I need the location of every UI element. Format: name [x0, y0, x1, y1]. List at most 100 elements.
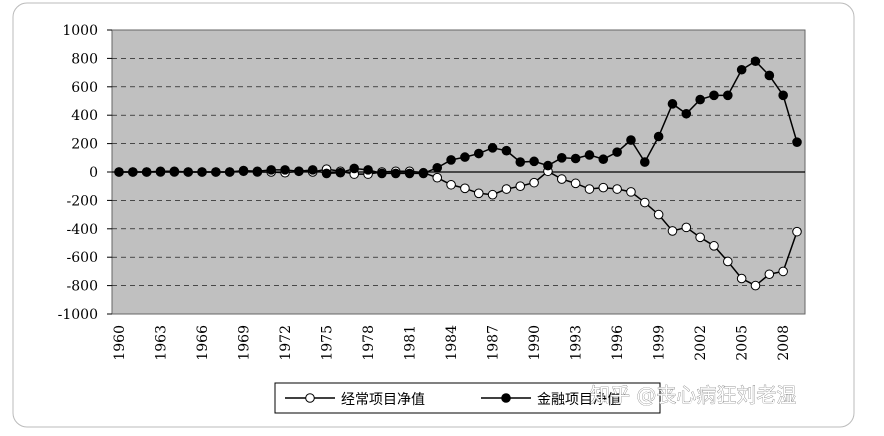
- point: [612, 147, 622, 157]
- point: [653, 131, 664, 142]
- point: [626, 187, 636, 197]
- x-tick-label: 2008: [776, 325, 792, 361]
- x-tick-label: 1993: [569, 325, 585, 361]
- point: [723, 90, 733, 101]
- point: [363, 165, 373, 175]
- point: [667, 99, 678, 109]
- point: [446, 179, 456, 190]
- legend-label: 经常项目净值: [341, 392, 425, 408]
- point: [252, 166, 263, 177]
- point: [294, 166, 304, 177]
- point: [543, 160, 553, 171]
- y-tick-label: -200: [67, 193, 98, 209]
- x-tick-label: 1999: [652, 325, 668, 361]
- point: [764, 269, 775, 280]
- point: [404, 168, 415, 179]
- point: [667, 226, 678, 236]
- point: [432, 172, 443, 183]
- point: [280, 165, 290, 175]
- point: [556, 153, 567, 163]
- legend-box: [274, 382, 661, 414]
- x-tick-label: 2005: [735, 325, 751, 361]
- y-tick-label: -600: [67, 250, 98, 266]
- point: [736, 273, 747, 284]
- x-tick-label: 1960: [112, 325, 128, 361]
- point: [584, 184, 595, 194]
- y-tick-label: -800: [67, 279, 98, 295]
- x-tick-label: 1966: [195, 325, 211, 361]
- point: [515, 181, 526, 191]
- point: [390, 168, 401, 179]
- point: [238, 165, 249, 176]
- point: [723, 256, 733, 267]
- x-tick-label: 1972: [278, 325, 294, 361]
- y-tick-label: -400: [67, 222, 98, 238]
- point: [695, 232, 705, 243]
- point: [349, 163, 360, 174]
- point: [460, 152, 470, 162]
- legend-marker: [305, 393, 315, 403]
- x-tick-label: 1981: [403, 325, 419, 361]
- point: [736, 64, 747, 75]
- point: [792, 137, 802, 147]
- point: [487, 189, 498, 200]
- point: [307, 165, 318, 175]
- point: [681, 108, 692, 119]
- point: [183, 167, 193, 177]
- point: [695, 94, 705, 105]
- point: [750, 280, 761, 291]
- x-tick-label: 2002: [693, 325, 709, 361]
- legend-marker: [501, 393, 511, 403]
- point: [570, 178, 581, 189]
- point: [653, 209, 664, 220]
- point: [432, 162, 443, 173]
- point: [778, 266, 788, 277]
- point: [501, 145, 512, 156]
- x-tick-label: 1990: [527, 325, 543, 361]
- point: [169, 167, 180, 177]
- y-tick-label: 800: [71, 51, 98, 67]
- point: [570, 153, 581, 164]
- point: [114, 167, 124, 177]
- point: [473, 188, 484, 199]
- point: [501, 184, 512, 194]
- legend-label: 金融项目净值: [537, 392, 621, 408]
- y-tick-label: 600: [71, 80, 98, 96]
- point: [598, 182, 609, 193]
- point: [778, 90, 788, 101]
- point: [473, 148, 484, 159]
- point: [155, 167, 166, 177]
- point: [598, 154, 609, 165]
- point: [321, 168, 332, 179]
- point: [211, 167, 221, 177]
- x-tick-label: 1963: [154, 325, 170, 361]
- point: [639, 157, 650, 167]
- x-tick-label: 1978: [361, 325, 377, 361]
- point: [141, 167, 152, 177]
- y-tick-label: 400: [71, 108, 98, 124]
- point: [515, 157, 526, 167]
- y-tick-label: -1000: [58, 307, 98, 323]
- frame: [12, 2, 855, 428]
- y-tick-label: 1000: [62, 23, 98, 39]
- point: [266, 165, 277, 175]
- point: [418, 168, 429, 179]
- point: [224, 167, 235, 177]
- x-tick-label: 1996: [610, 325, 626, 361]
- point: [612, 184, 622, 194]
- point: [529, 156, 539, 167]
- x-tick-label: 1984: [444, 325, 460, 361]
- point: [709, 90, 719, 101]
- point: [750, 56, 761, 67]
- point: [377, 168, 387, 179]
- point: [764, 70, 775, 81]
- point: [709, 241, 719, 251]
- y-tick-label: 200: [71, 137, 98, 153]
- point: [626, 135, 636, 145]
- point: [335, 167, 346, 178]
- point: [639, 197, 650, 208]
- x-tick-label: 1987: [486, 325, 502, 361]
- x-tick-label: 1969: [237, 325, 253, 361]
